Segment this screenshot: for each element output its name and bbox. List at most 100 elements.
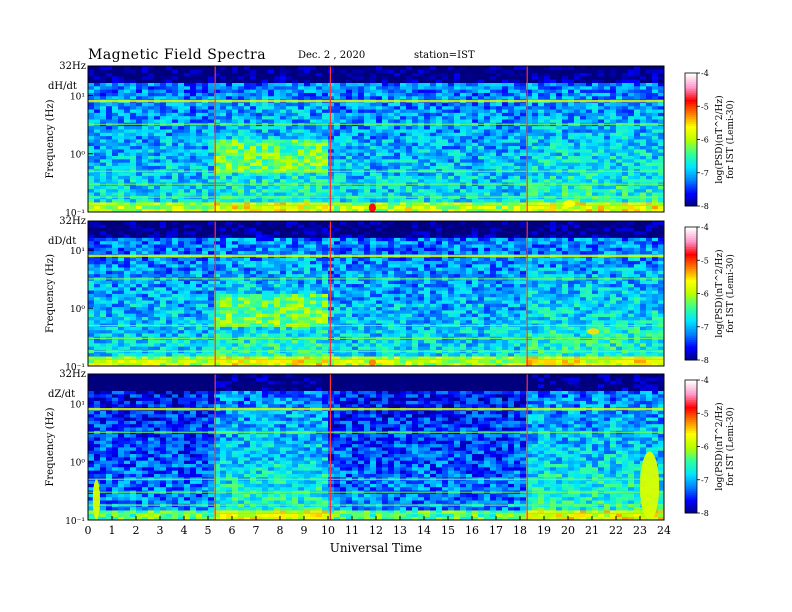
heatmap-cell [646, 162, 653, 166]
heatmap-cell [634, 192, 641, 196]
heatmap-cell [262, 152, 269, 156]
heatmap-cell [610, 79, 617, 83]
heatmap-cell [166, 152, 173, 156]
heatmap-cell [196, 158, 203, 163]
heatmap-cell [250, 152, 257, 156]
heatmap-cell [136, 240, 143, 245]
heatmap-cell [436, 82, 443, 87]
heatmap-cell [100, 319, 107, 324]
heatmap-cell [634, 82, 641, 87]
heatmap-cell [616, 95, 623, 100]
heatmap-cell [526, 112, 533, 117]
heatmap-cell [106, 352, 113, 357]
heatmap-cell [502, 132, 509, 137]
heatmap-cell [628, 82, 635, 87]
heatmap-cell [250, 208, 257, 213]
heatmap-cell [124, 227, 131, 232]
heatmap-cell [346, 75, 353, 80]
heatmap-cell [562, 185, 569, 190]
heatmap-cell [166, 205, 173, 210]
heatmap-cell [640, 185, 647, 190]
heatmap-cell [196, 119, 203, 123]
heatmap-cell [544, 178, 551, 183]
heatmap-cell [232, 72, 239, 77]
heatmap-cell [508, 82, 515, 87]
heatmap-cell [532, 92, 539, 97]
heatmap-cell [580, 205, 587, 210]
heatmap-cell [112, 352, 119, 357]
heatmap-cell [256, 135, 263, 140]
heatmap-cell [442, 172, 449, 176]
heatmap-cell [136, 75, 143, 80]
heatmap-cell [478, 72, 485, 77]
heatmap-cell [112, 339, 119, 344]
heatmap-cell [430, 165, 437, 170]
heatmap-cell [382, 85, 389, 90]
heatmap-cell [244, 109, 251, 113]
heatmap-cell [148, 293, 155, 298]
heatmap-cell [166, 293, 173, 298]
heatmap-cell [184, 92, 191, 97]
heatmap-cell [556, 175, 563, 180]
heatmap-cell [118, 260, 125, 265]
heatmap-cell [484, 112, 491, 117]
heatmap-cell [88, 66, 95, 70]
heatmap-cell [400, 132, 407, 137]
heatmap-cell [484, 155, 491, 160]
heatmap-cell [178, 79, 185, 83]
heatmap-cell [328, 142, 335, 147]
heatmap-cell [478, 66, 485, 70]
heatmap-cell [472, 72, 479, 77]
heatmap-cell [346, 85, 353, 90]
heatmap-cell [118, 356, 125, 360]
heatmap-cell [598, 172, 605, 176]
heatmap-cell [580, 82, 587, 87]
heatmap-cell [568, 145, 575, 150]
heatmap-cell [616, 69, 623, 74]
colorbar-swatch [685, 92, 697, 96]
heatmap-cell [142, 102, 149, 107]
heatmap-cell [220, 129, 227, 133]
heatmap-cell [652, 205, 659, 210]
heatmap-cell [112, 208, 119, 213]
heatmap-cell [472, 185, 479, 190]
heatmap-cell [616, 175, 623, 180]
heatmap-cell [256, 158, 263, 163]
heatmap-cell [568, 105, 575, 110]
heatmap-cell [448, 142, 455, 147]
heatmap-cell [238, 119, 245, 123]
heatmap-cell [622, 112, 629, 117]
heatmap-cell [142, 125, 149, 130]
heatmap-cell [94, 188, 101, 193]
heatmap-cell [466, 165, 473, 170]
heatmap-cell [616, 178, 623, 183]
heatmap-cell [460, 82, 467, 87]
heatmap-cell [622, 66, 629, 70]
heatmap-cell [400, 139, 407, 143]
heatmap-cell [574, 178, 581, 183]
heatmap-cell [322, 105, 329, 110]
heatmap-cell [232, 109, 239, 113]
heatmap-cell [346, 102, 353, 107]
heatmap-cell [178, 152, 185, 156]
heatmap-cell [388, 165, 395, 170]
heatmap-cell [646, 208, 653, 213]
heatmap-cell [88, 333, 95, 337]
heatmap-cell [628, 115, 635, 120]
heatmap-cell [166, 333, 173, 337]
heatmap-cell [244, 102, 251, 107]
heatmap-cell [526, 82, 533, 87]
colorbar-swatch [685, 108, 697, 112]
heatmap-cell [178, 85, 185, 90]
heatmap-cell [550, 125, 557, 130]
heatmap-cell [544, 92, 551, 97]
heatmap-cell [142, 185, 149, 190]
heatmap-cell [310, 125, 317, 130]
heatmap-cell [394, 119, 401, 123]
heatmap-cell [496, 132, 503, 137]
heatmap-cell [322, 185, 329, 190]
heatmap-cell [178, 119, 185, 123]
heatmap-cell [178, 326, 185, 331]
heatmap-cell [604, 66, 611, 70]
heatmap-cell [454, 185, 461, 190]
